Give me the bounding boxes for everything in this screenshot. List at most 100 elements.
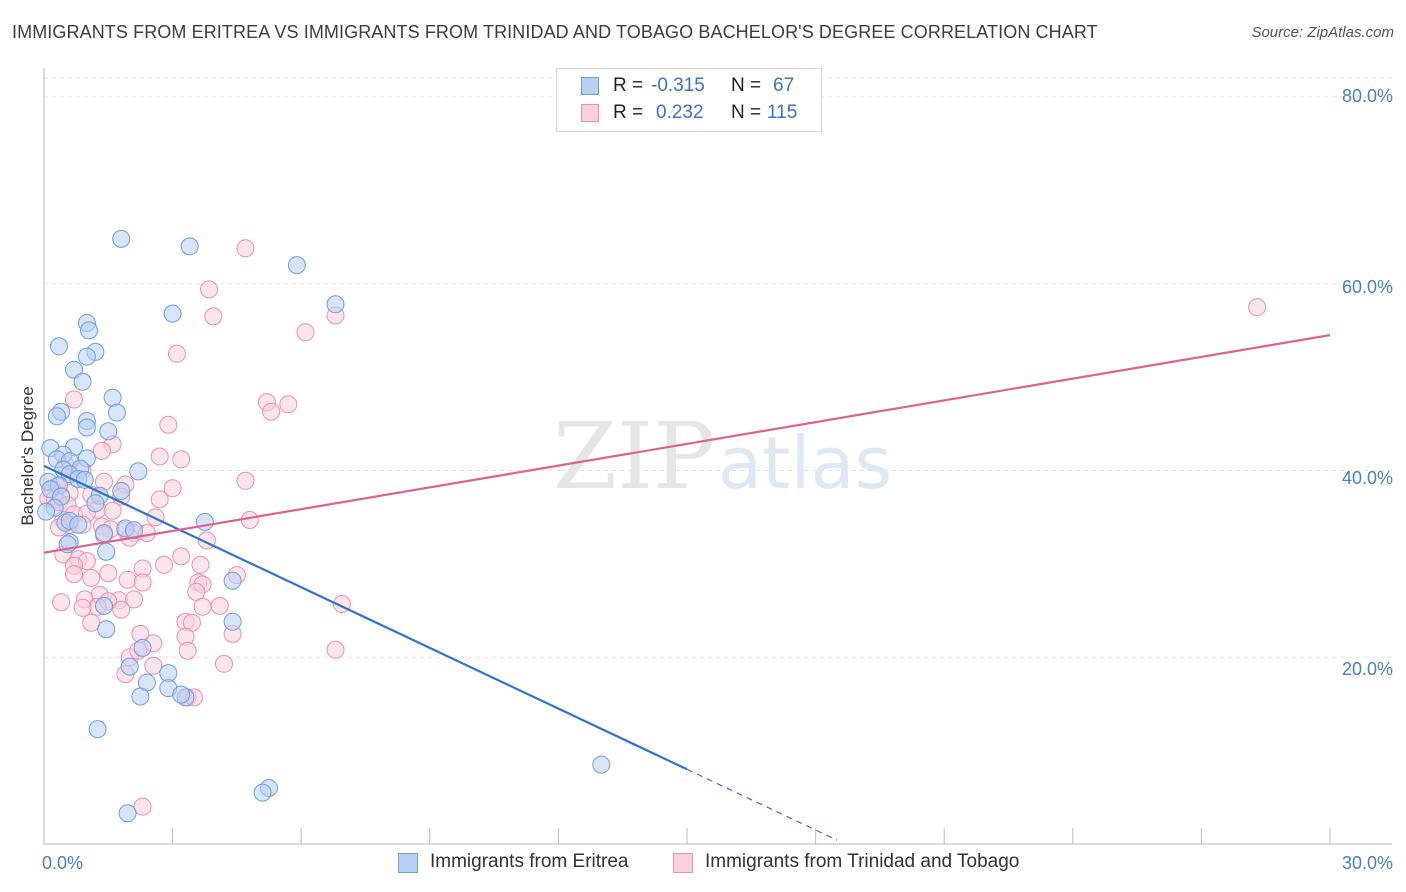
trinidad-point-14 [150,447,169,466]
trinidad-point-34 [103,501,122,520]
eritrea-point-39 [37,502,56,521]
x-tick-label-max: 30.0% [1341,853,1393,873]
trinidad-point-4 [204,307,223,326]
y-tick-label-80: 80.0% [1341,86,1393,106]
trinidad-point-15 [172,450,191,469]
trinidad-point-9 [262,402,281,421]
legend-trinidad-label: Immigrants from Trinidad and Tobago [705,851,1020,872]
eritrea-point-62 [592,755,611,774]
y-axis-label: Bachelor's Degree [18,386,37,526]
eritrea-n-label: N = [731,75,762,96]
trinidad-point-58 [99,564,118,583]
eritrea-point-46 [95,524,113,543]
trinidad-point-88 [144,656,163,675]
trinidad-point-84 [178,641,197,660]
trend-lines [43,334,1331,841]
trinidad-point-1 [236,239,255,258]
x-tick-label-min: 0.0% [42,853,84,873]
trinidad-point-0 [1248,298,1267,317]
eritrea-point-49 [97,542,116,561]
eritrea-point-27 [129,462,148,481]
eritrea-point-43 [195,512,214,531]
legend-eritrea-swatch [398,853,418,873]
trinidad-point-41 [240,511,259,529]
eritrea-trend-line [43,464,688,771]
series-trinidad-points [39,239,1267,816]
stats-box: R = -0.315 N = 67 R = 0.232 N = 115 [556,68,822,132]
trinidad-point-71 [193,597,212,616]
eritrea-point-6 [80,321,98,340]
trinidad-trend-line [43,334,1331,554]
eritrea-point-51 [95,596,113,615]
y-tick-label-60: 60.0% [1341,277,1393,297]
trinidad-r-label: R = [613,102,644,123]
eritrea-point-7 [50,337,68,356]
trinidad-point-21 [163,479,182,498]
chart-title: IMMIGRANTS FROM ERITREA VS IMMIGRANTS FR… [12,22,1098,42]
trinidad-point-80 [82,613,101,632]
legend-trinidad-swatch [673,853,693,873]
eritrea-point-54 [133,638,152,657]
eritrea-point-45 [125,521,143,540]
series-eritrea-points [37,229,611,823]
y-tick-label-20: 20.0% [1341,659,1393,679]
trinidad-point-13 [92,441,111,460]
trinidad-point-93 [133,797,152,816]
trinidad-point-70 [52,593,71,612]
trinidad-point-54 [172,547,191,566]
eritrea-r-value: -0.315 [651,75,705,96]
eritrea-point-12 [103,388,122,407]
eritrea-swatch [581,77,599,95]
eritrea-point-52 [223,612,242,631]
y-tick-label-40: 40.0% [1341,468,1393,488]
trinidad-swatch [581,104,599,122]
trinidad-point-75 [112,600,131,619]
legend-eritrea-label: Immigrants from Eritrea [430,851,629,872]
trinidad-r-value: 0.232 [656,102,704,123]
eritrea-point-34 [112,482,131,500]
trinidad-point-5 [296,323,315,342]
eritrea-point-1 [180,237,199,256]
trinidad-point-90 [215,654,233,673]
trinidad-point-73 [125,590,143,609]
eritrea-point-13 [107,403,126,422]
trinidad-n-value: 115 [767,102,798,123]
eritrea-point-9 [77,347,96,366]
eritrea-point-65 [118,804,137,823]
eritrea-point-37 [86,494,105,513]
eritrea-point-4 [163,304,182,323]
trinidad-point-95 [191,555,210,574]
eritrea-point-64 [253,783,272,802]
eritrea-point-2 [287,256,306,275]
eritrea-point-66 [172,685,191,704]
eritrea-point-18 [99,422,118,441]
eritrea-point-17 [77,418,96,437]
axes [43,68,1392,845]
trinidad-point-8 [279,395,298,414]
trinidad-point-37 [146,508,165,527]
eritrea-r-label: R = [613,75,644,96]
trinidad-point-11 [159,415,178,434]
trinidad-point-55 [155,555,173,574]
watermark: ZIP atlas [553,403,892,510]
eritrea-point-15 [47,407,66,426]
eritrea-point-61 [88,720,107,739]
trinidad-point-2 [200,280,218,299]
eritrea-n-value: 67 [773,75,795,96]
eritrea-point-11 [73,372,92,391]
trinidad-point-6 [167,344,186,363]
eritrea-point-42 [69,515,88,534]
trinidad-point-59 [65,565,83,584]
watermark-zip: ZIP [553,403,715,510]
grid-lines [44,77,1392,658]
eritrea-trend-extension [686,768,838,841]
trinidad-point-30 [150,490,169,509]
eritrea-point-53 [97,620,116,639]
watermark-atlas: atlas [718,421,892,505]
trinidad-point-76 [210,596,229,615]
trinidad-point-65 [187,582,206,601]
eritrea-point-50 [223,571,242,590]
eritrea-point-3 [326,295,345,314]
trinidad-n-label: N = [731,102,762,123]
